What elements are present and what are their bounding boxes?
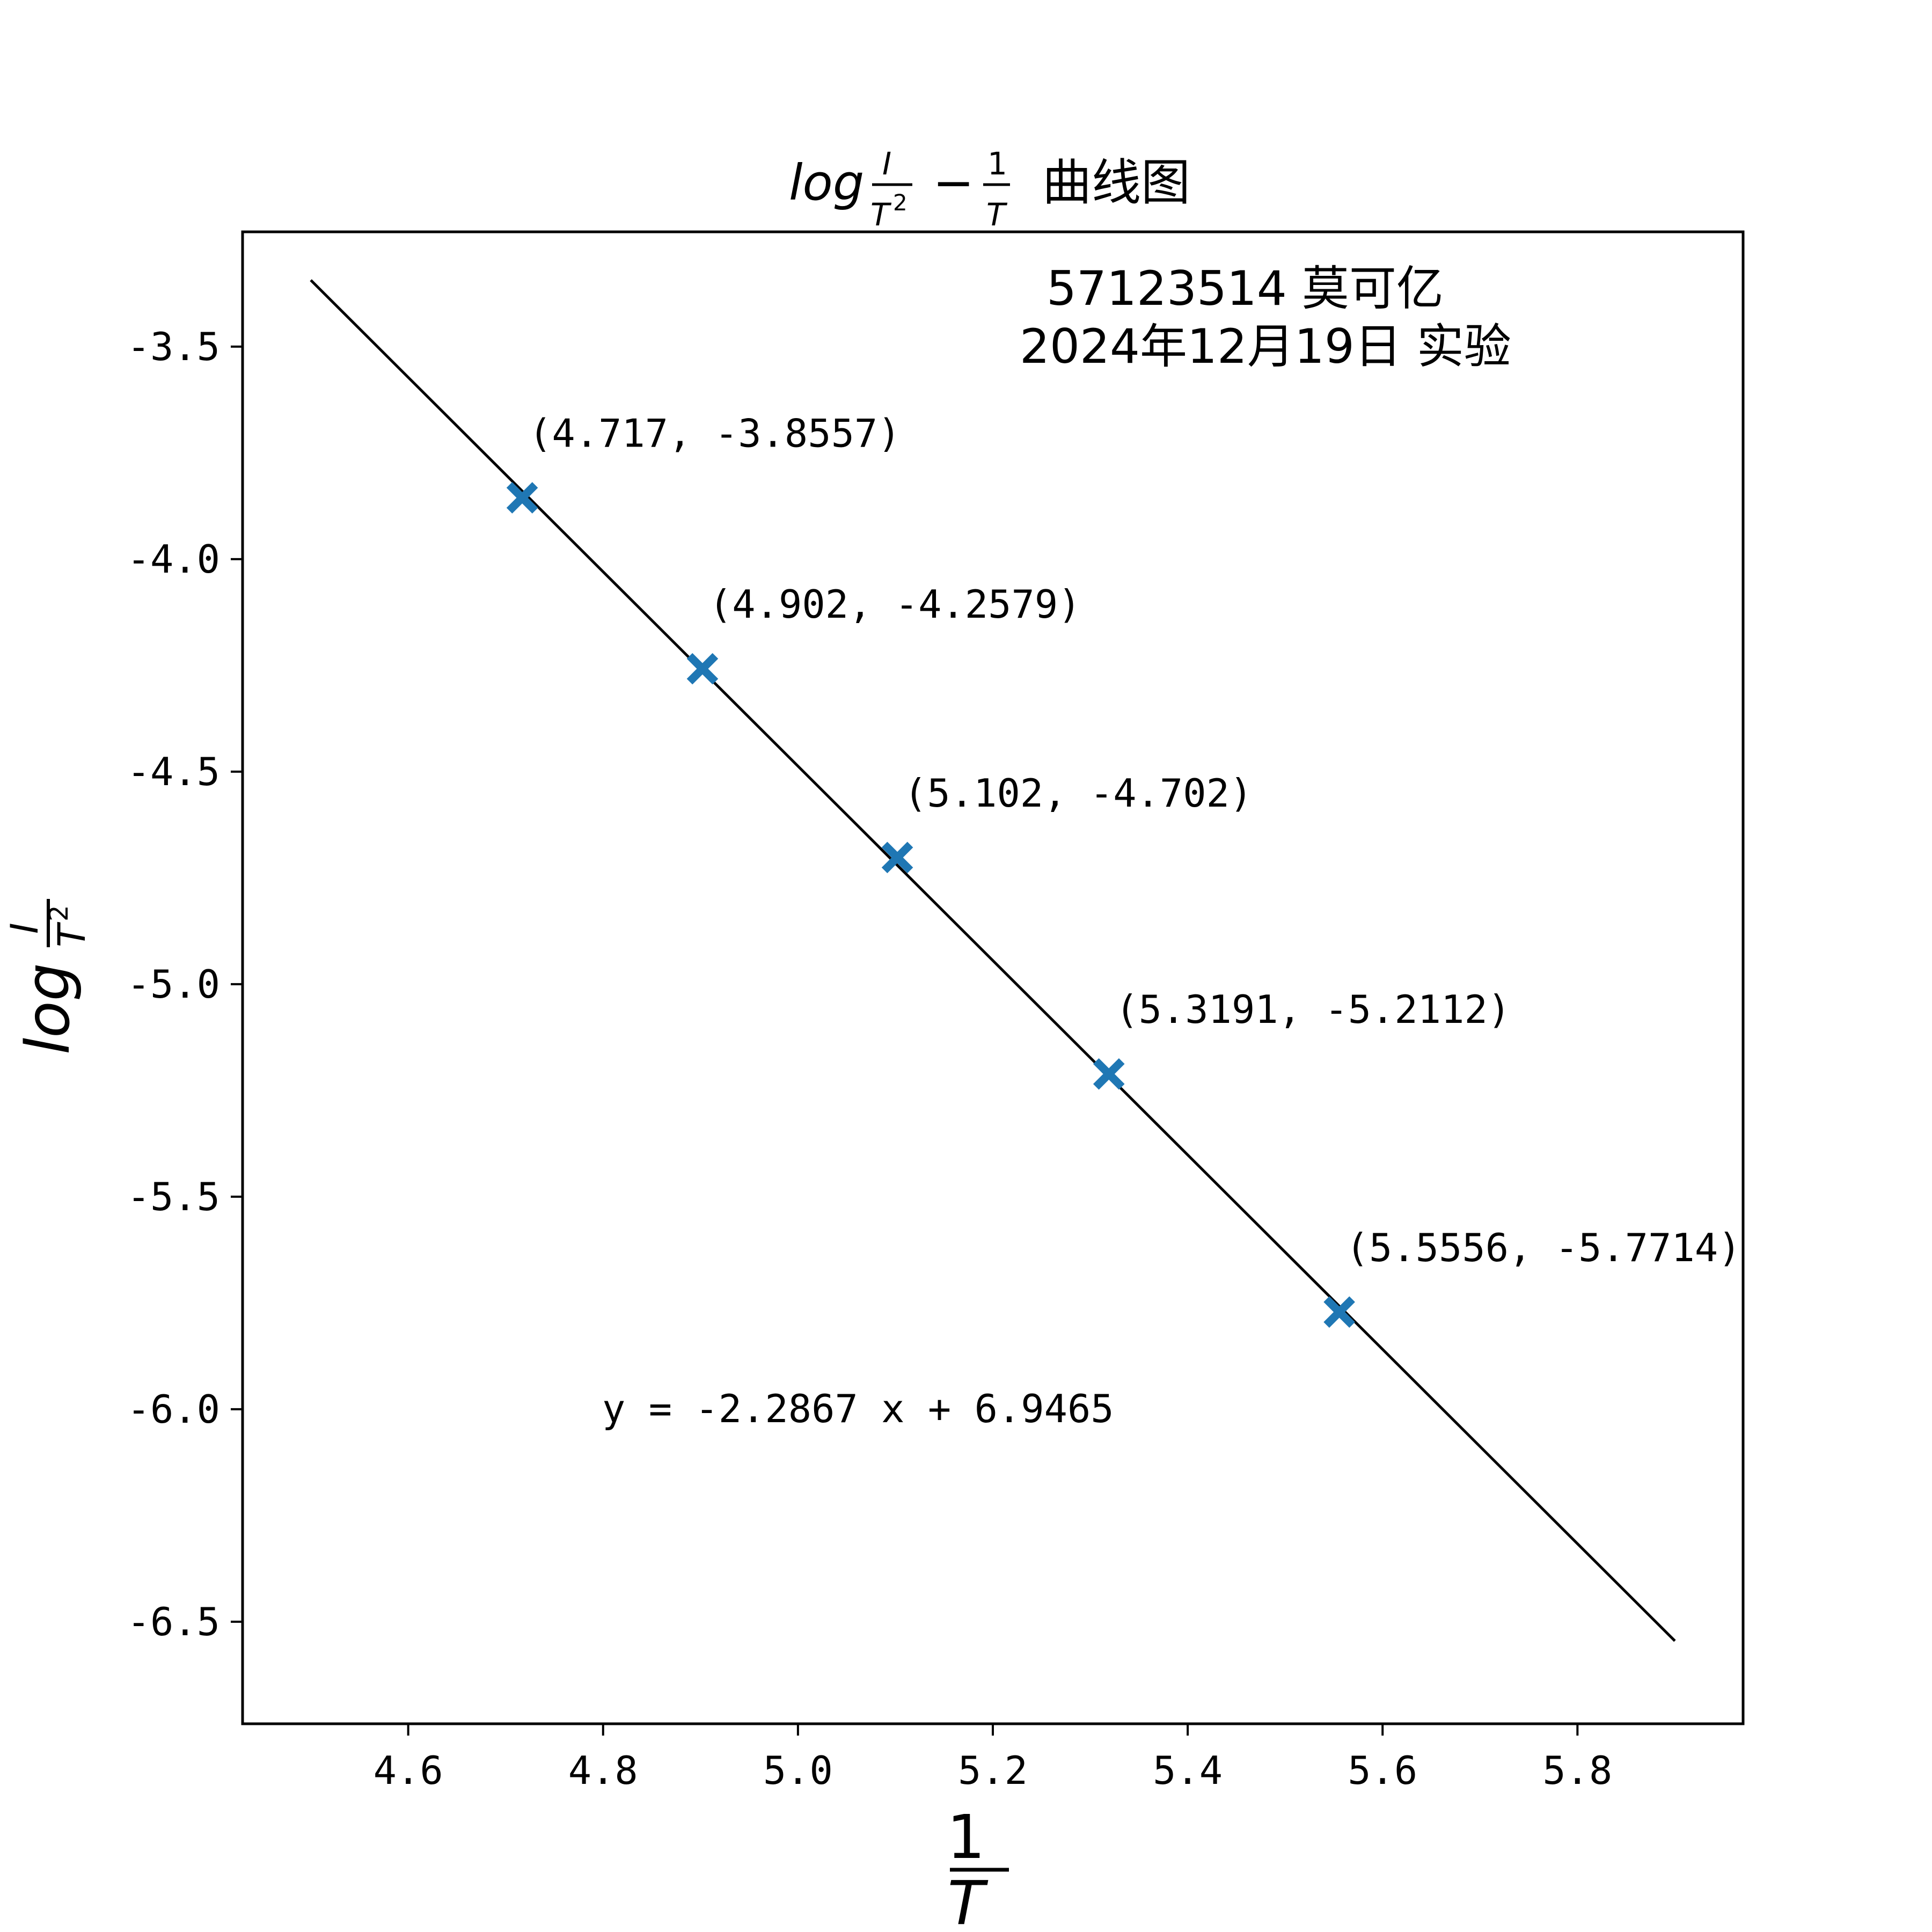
title-log: log <box>789 154 864 211</box>
fit-line-layer <box>310 279 1676 1642</box>
y-axis: -3.5 -4.0 -4.5 -5.0 -5.5 -6.0 -6.5 <box>127 324 243 1644</box>
data-point <box>1093 1058 1125 1090</box>
x-marker <box>506 482 538 514</box>
x-axis: 4.6 4.8 5.0 5.2 5.4 5.6 5.8 <box>374 1724 1612 1793</box>
y-tick-label: -5.5 <box>127 1174 220 1219</box>
data-point <box>881 841 913 874</box>
point-label: (5.102, -4.702) <box>904 771 1253 816</box>
chart-title: log I T 2 − 1 T 曲线图 <box>789 145 1190 233</box>
x-marker <box>881 841 913 874</box>
title-reciprocal-denominator: T <box>986 196 1008 233</box>
y-tick-label: -6.5 <box>127 1599 220 1644</box>
x-marker <box>686 653 719 685</box>
x-tick-label: 5.6 <box>1348 1748 1417 1793</box>
title-fraction-exponent: 2 <box>893 189 908 216</box>
y-tick-label: -6.0 <box>127 1387 220 1432</box>
author-label: 57123514 莫可亿 <box>1046 261 1444 316</box>
point-label: (4.717, -3.8557) <box>529 411 901 456</box>
point-label: (5.3191, -5.2112) <box>1115 987 1511 1032</box>
data-points-layer <box>506 482 1355 1328</box>
x-tick-label: 5.8 <box>1542 1748 1612 1793</box>
point-labels-layer: (4.717, -3.8557) (4.902, -4.2579) (5.102, … <box>529 411 1741 1270</box>
y-axis-label: log I T 2 <box>3 899 94 1055</box>
x-tick-label: 4.8 <box>568 1748 638 1793</box>
x-label-denominator: T <box>948 1869 989 1932</box>
title-reciprocal-numerator: 1 <box>987 145 1007 182</box>
x-tick-label: 4.6 <box>374 1748 443 1793</box>
title-minus: − <box>933 154 974 211</box>
x-tick-label: 5.2 <box>958 1748 1028 1793</box>
fit-equation: y = -2.2867 x + 6.9465 <box>602 1386 1114 1431</box>
title-fraction-numerator: I <box>882 145 891 182</box>
x-tick-label: 5.0 <box>763 1748 833 1793</box>
y-tick-label: -3.5 <box>127 324 220 369</box>
point-label: (5.5556, -5.7714) <box>1346 1225 1741 1270</box>
y-label-denominator: T <box>50 921 94 947</box>
x-label-numerator: 1 <box>947 1803 985 1872</box>
y-tick-label: -4.5 <box>127 749 220 794</box>
plot-frame <box>241 230 1745 1725</box>
y-tick-label: -5.0 <box>127 962 220 1007</box>
data-point <box>1323 1296 1355 1328</box>
experiment-date-label: 2024年12月19日 实验 <box>1020 319 1511 374</box>
point-label: (4.902, -4.2579) <box>709 582 1081 627</box>
title-fraction-denominator: T <box>870 196 892 233</box>
x-marker <box>1323 1296 1355 1328</box>
y-label-log: log <box>13 963 83 1055</box>
data-point <box>686 653 719 685</box>
data-point <box>506 482 538 514</box>
fit-line <box>310 279 1676 1642</box>
x-axis-label: 1 T <box>947 1803 1009 1932</box>
y-label-numerator: I <box>3 923 47 934</box>
x-tick-label: 5.4 <box>1153 1748 1223 1793</box>
y-tick-label: -4.0 <box>127 537 220 582</box>
title-text: 曲线图 <box>1042 154 1190 211</box>
y-label-exponent: 2 <box>44 905 74 921</box>
x-marker <box>1093 1058 1125 1090</box>
